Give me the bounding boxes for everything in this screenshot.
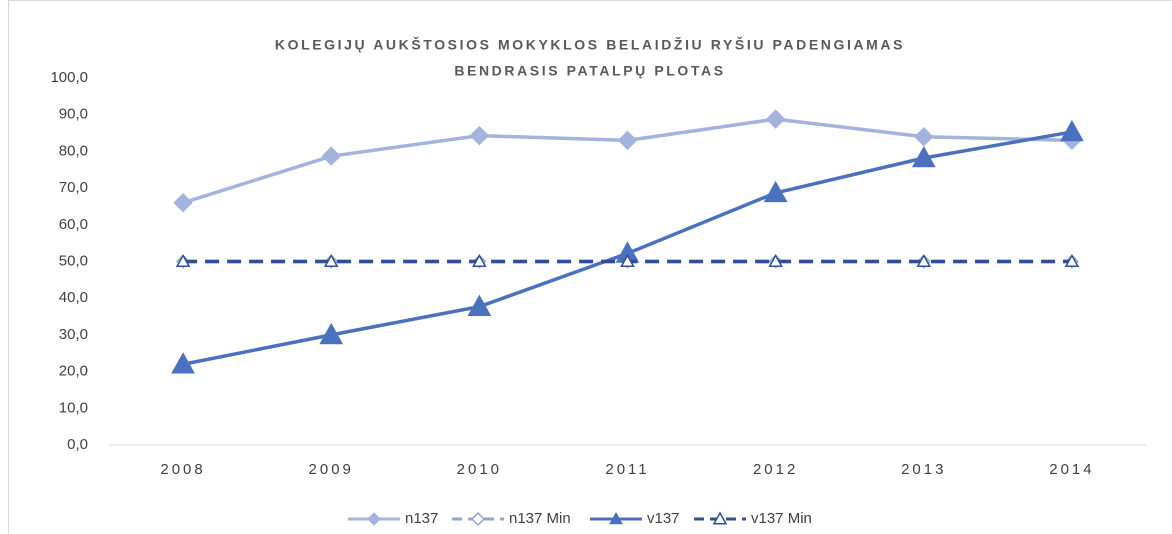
x-tick-label: 2013 bbox=[901, 461, 946, 478]
x-tick-label: 2009 bbox=[309, 461, 354, 478]
marker bbox=[763, 180, 788, 203]
marker bbox=[175, 253, 191, 268]
y-tick-label: 100,0 bbox=[50, 69, 88, 86]
marker bbox=[914, 127, 934, 147]
y-tick-label: 50,0 bbox=[59, 252, 88, 269]
marker bbox=[1064, 253, 1080, 268]
legend-label: n137 bbox=[405, 510, 438, 527]
marker bbox=[173, 193, 193, 213]
x-tick-label: 2014 bbox=[1049, 461, 1094, 478]
y-tick-label: 40,0 bbox=[59, 289, 88, 306]
marker bbox=[469, 125, 490, 146]
marker bbox=[1060, 119, 1084, 142]
marker bbox=[911, 145, 936, 168]
marker bbox=[323, 253, 339, 268]
y-tick-label: 10,0 bbox=[59, 399, 88, 416]
y-tick-label: 20,0 bbox=[59, 363, 88, 380]
chart-title: KOLEGIJŲ AUKŠTOSIOS MOKYKLOS BELAIDŽIU R… bbox=[275, 36, 905, 53]
marker bbox=[609, 511, 623, 525]
marker bbox=[620, 253, 635, 268]
y-tick-label: 60,0 bbox=[59, 216, 88, 233]
marker bbox=[470, 511, 486, 527]
x-tick-label: 2011 bbox=[605, 461, 649, 478]
x-tick-label: 2010 bbox=[457, 461, 502, 478]
marker bbox=[171, 352, 195, 374]
marker bbox=[472, 253, 487, 268]
x-tick-label: 2008 bbox=[160, 461, 205, 478]
marker bbox=[768, 253, 783, 268]
y-tick-label: 80,0 bbox=[59, 142, 88, 159]
legend-label: v137 Min bbox=[751, 510, 812, 527]
legend-label: n137 Min bbox=[509, 510, 571, 527]
marker bbox=[712, 511, 728, 525]
marker bbox=[321, 146, 341, 166]
marker bbox=[916, 253, 932, 268]
marker bbox=[617, 130, 638, 151]
chart-title: BENDRASIS PATALPŲ PLOTAS bbox=[454, 63, 725, 79]
marker bbox=[765, 109, 786, 129]
y-tick-label: 0,0 bbox=[67, 436, 88, 453]
legend-label: v137 bbox=[647, 510, 680, 527]
y-tick-label: 30,0 bbox=[59, 326, 88, 343]
marker bbox=[467, 294, 492, 316]
y-tick-label: 70,0 bbox=[59, 179, 88, 196]
x-tick-label: 2012 bbox=[753, 461, 798, 478]
marker bbox=[367, 512, 381, 526]
y-tick-label: 90,0 bbox=[59, 106, 88, 123]
marker bbox=[319, 322, 344, 345]
